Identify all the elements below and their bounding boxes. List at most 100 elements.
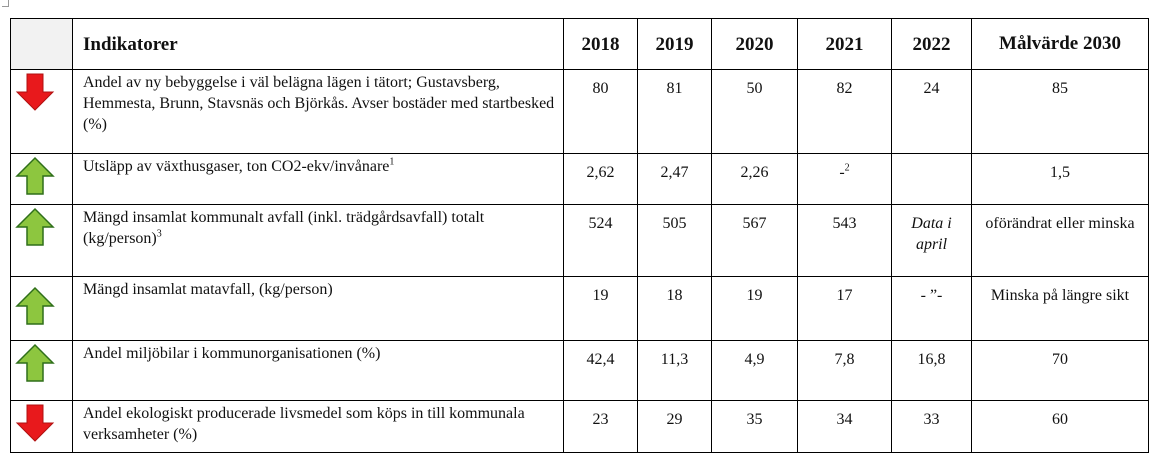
table-row: Mängd insamlat matavfall, (kg/person) 19 1…: [10, 276, 1149, 341]
header-cell: 2019: [637, 18, 712, 70]
footnote-ref: 2: [844, 162, 850, 174]
cell-text: 17: [836, 287, 853, 304]
cell-text: 34: [836, 411, 853, 428]
label-text: Mängd insamlat kommunalt avfall (inkl. t…: [83, 209, 485, 247]
value-cell: -2: [797, 153, 892, 205]
cell-text: 18: [666, 287, 683, 304]
value-cell: 33: [891, 400, 972, 453]
cell-text: 543: [832, 215, 857, 232]
value-cell: 85: [971, 69, 1149, 154]
cell-text: - ”-: [920, 287, 943, 304]
indicator-table: Indikatorer 2018 2019 2020 2021 2022 Mål…: [10, 18, 1149, 453]
value-cell: 2,47: [637, 153, 712, 205]
value-cell: 567: [711, 204, 798, 277]
value-cell: 81: [637, 69, 712, 154]
table-row: Mängd insamlat kommunalt avfall (inkl. t…: [10, 204, 1149, 277]
cell-text: 42,4: [586, 351, 615, 368]
cell-text: 524: [588, 215, 613, 232]
value-cell: Minska på längre sikt: [971, 276, 1149, 341]
value-cell: 34: [797, 400, 892, 453]
value-cell: 80: [563, 69, 638, 154]
cell-text: oförändrat eller minska: [985, 215, 1135, 232]
trend-cell: [10, 400, 73, 453]
cell-text: 82: [836, 80, 853, 97]
value-cell: 17: [797, 276, 892, 341]
label-text: Andel miljöbilar i kommunorganisationen …: [83, 345, 381, 362]
label-text: Andel ekologiskt producerade livsmedel s…: [83, 405, 525, 443]
value-cell: 543: [797, 204, 892, 277]
header-cell: Målvärde 2030: [971, 18, 1149, 70]
cell-text: 1,5: [1050, 164, 1070, 181]
cell-text: 2,62: [586, 164, 615, 181]
trend-cell: [10, 69, 73, 154]
cell-text: Minska på längre sikt: [990, 287, 1130, 304]
indicator-label: Andel ekologiskt producerade livsmedel s…: [72, 400, 564, 453]
value-cell: 2,26: [711, 153, 798, 205]
value-cell: 19: [711, 276, 798, 341]
cell-text: 23: [592, 411, 609, 428]
header-cell: 2020: [711, 18, 798, 70]
header-cell: 2021: [797, 18, 892, 70]
indicator-label: Mängd insamlat matavfall, (kg/person): [72, 276, 564, 341]
header-cell: [10, 18, 73, 70]
cell-text: 11,3: [660, 351, 689, 368]
header-cell: Indikatorer: [72, 18, 564, 70]
trend-cell: [10, 340, 73, 401]
value-cell: - ”-: [891, 276, 972, 341]
value-cell: 24: [891, 69, 972, 154]
value-cell: 524: [563, 204, 638, 277]
cell-text: 35: [746, 411, 763, 428]
value-cell: 70: [971, 340, 1149, 401]
value-cell: 4,9: [711, 340, 798, 401]
value-cell: 19: [563, 276, 638, 341]
indicator-label: Andel miljöbilar i kommunorganisationen …: [72, 340, 564, 401]
value-cell: 505: [637, 204, 712, 277]
value-cell: 7,8: [797, 340, 892, 401]
trend-cell: [10, 276, 73, 341]
value-cell: 16,8: [891, 340, 972, 401]
trend-arrow: [15, 156, 55, 196]
label-text: Andel av ny bebyggelse i väl belägna läg…: [83, 74, 555, 133]
value-cell: 82: [797, 69, 892, 154]
value-cell: 2,62: [563, 153, 638, 205]
cell-text: 19: [746, 287, 763, 304]
cell-text: 505: [662, 215, 687, 232]
indicator-label: Utsläpp av växthusgaser, ton CO2-ekv/inv…: [72, 153, 564, 205]
trend-arrow: [15, 207, 55, 247]
cell-text: 29: [666, 411, 683, 428]
trend-cell: [10, 153, 73, 205]
label-text: Utsläpp av växthusgaser, ton CO2-ekv/inv…: [83, 158, 390, 175]
cell-text: Data i april: [911, 215, 952, 253]
footnote-ref: 3: [156, 228, 162, 240]
cell-text: 2,47: [660, 164, 689, 181]
value-cell: 29: [637, 400, 712, 453]
value-cell: [891, 153, 972, 205]
table-row: Andel av ny bebyggelse i väl belägna läg…: [10, 69, 1149, 154]
cell-text: 70: [1052, 351, 1068, 368]
header-cell: 2022: [891, 18, 972, 70]
footnote-ref: 1: [389, 156, 395, 168]
trend-arrow: [15, 343, 55, 383]
cell-text: 80: [592, 80, 609, 97]
trend-arrow: [15, 286, 55, 326]
table-row: Andel ekologiskt producerade livsmedel s…: [10, 400, 1149, 453]
table-row: Andel miljöbilar i kommunorganisationen …: [10, 340, 1149, 401]
cell-text: 60: [1052, 411, 1068, 428]
indicator-label: Andel av ny bebyggelse i väl belägna läg…: [72, 69, 564, 154]
trend-arrow: [15, 72, 55, 112]
cell-text: 2,26: [740, 164, 769, 181]
value-cell: oförändrat eller minska: [971, 204, 1149, 277]
value-cell: 11,3: [637, 340, 712, 401]
trend-cell: [10, 204, 73, 277]
value-cell: 18: [637, 276, 712, 341]
cell-text: 567: [742, 215, 767, 232]
cell-text: 7,8: [834, 351, 855, 368]
value-cell: 23: [563, 400, 638, 453]
header-row: Indikatorer 2018 2019 2020 2021 2022 Mål…: [10, 18, 1149, 70]
value-cell: 50: [711, 69, 798, 154]
table-row: Utsläpp av växthusgaser, ton CO2-ekv/inv…: [10, 153, 1149, 205]
cell-text: 4,9: [744, 351, 765, 368]
cell-text: 33: [923, 411, 940, 428]
cell-text: 81: [666, 80, 683, 97]
